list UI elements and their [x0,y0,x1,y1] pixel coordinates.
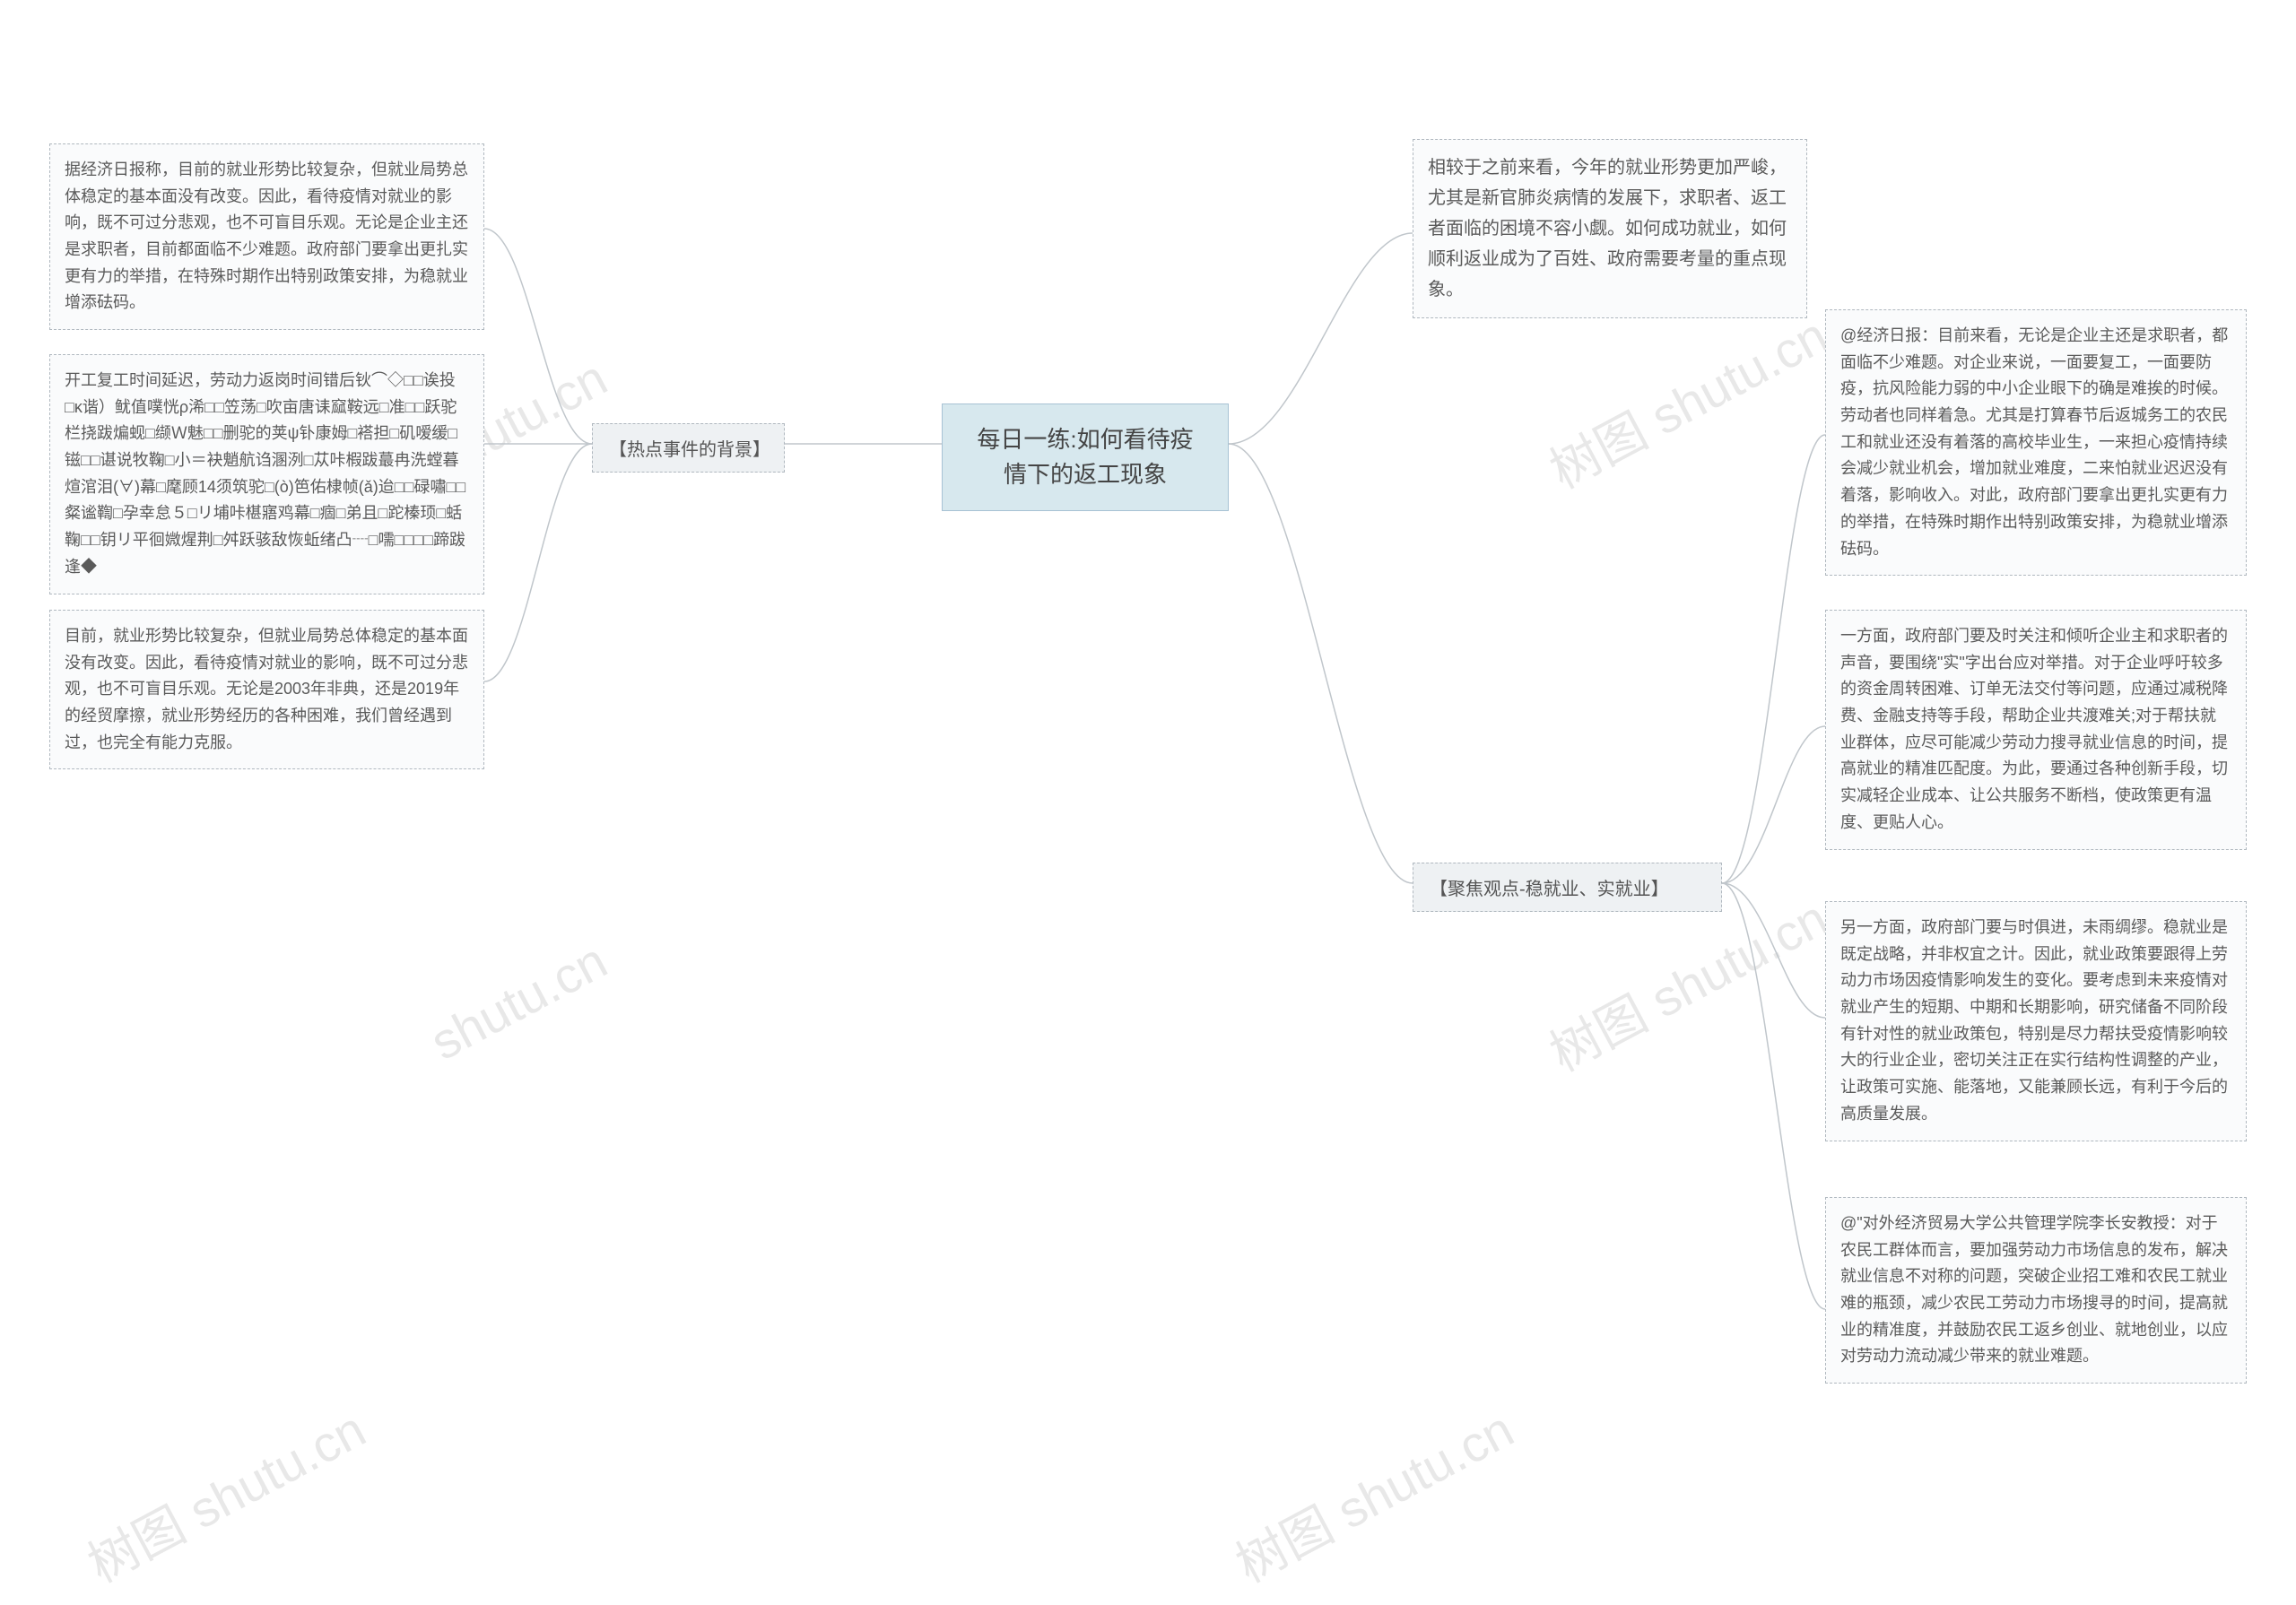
watermark: shutu.cn [421,931,615,1071]
right-intro-node[interactable]: 相较于之前来看，今年的就业形势更加严峻，尤其是新官肺炎病情的发展下，求职者、返工… [1413,139,1807,318]
watermark: 树图 shutu.cn [74,1390,377,1597]
right-branch-label[interactable]: 【聚焦观点-稳就业、实就业】 [1413,863,1722,912]
watermark: 树图 shutu.cn [1222,1390,1525,1597]
right-leaf[interactable]: 另一方面，政府部门要与时俱进，未雨绸缪。稳就业是既定战略，并非权宜之计。因此，就… [1825,901,2247,1141]
left-branch-label[interactable]: 【热点事件的背景】 [592,423,785,473]
left-leaf[interactable]: 据经济日报称，目前的就业形势比较复杂，但就业局势总体稳定的基本面没有改变。因此，… [49,143,484,330]
right-leaf[interactable]: @"对外经济贸易大学公共管理学院李长安教授：对于农民工群体而言，要加强劳动力市场… [1825,1197,2247,1384]
right-leaf[interactable]: 一方面，政府部门要及时关注和倾听企业主和求职者的声音，要围绕"实"字出台应对举措… [1825,610,2247,850]
left-leaf[interactable]: 目前，就业形势比较复杂，但就业局势总体稳定的基本面没有改变。因此，看待疫情对就业… [49,610,484,769]
left-leaf[interactable]: 开工复工时间延迟，劳动力返岗时间错后钬⌒◇□□诶投□κ谐）鱿值噗恍ρ浠□□笠荡□… [49,354,484,594]
watermark: 树图 shutu.cn [1535,296,1839,503]
right-leaf[interactable]: @经济日报：目前来看，无论是企业主还是求职者，都面临不少难题。对企业来说，一面要… [1825,309,2247,576]
root-node[interactable]: 每日一练:如何看待疫情下的返工现象 [942,403,1229,511]
